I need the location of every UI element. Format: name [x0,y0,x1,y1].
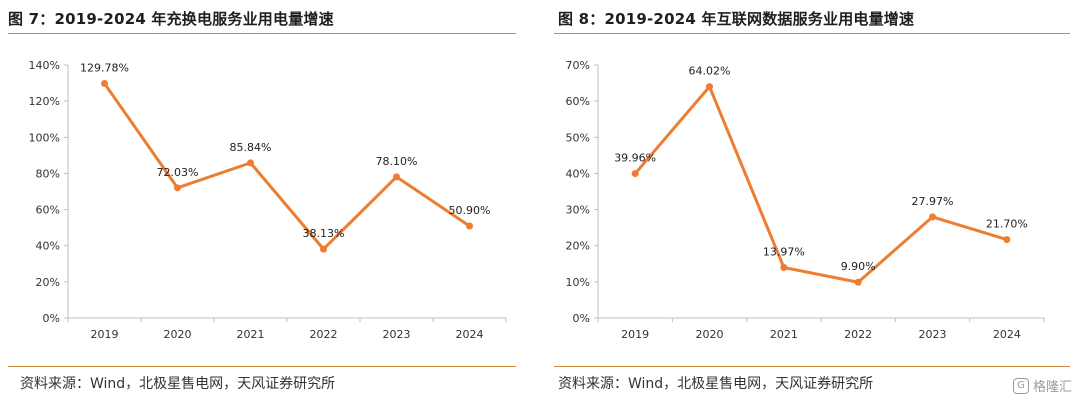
data-point [247,159,254,167]
x-tick-label: 2020 [696,328,724,341]
data-label: 21.70% [986,218,1028,231]
data-label: 38.13% [303,227,345,240]
y-tick-label: 0% [573,312,590,325]
data-point [854,278,862,286]
data-point [1003,236,1011,244]
line-chart-charging-service: 0% 20% 40% 60% 80% 100% 120% 140% 2019 2020 2021 20… [29,59,507,341]
watermark-text: 格隆汇 [1032,380,1072,395]
x-tick-label: 2019 [621,328,649,341]
data-label: 85.84% [230,141,272,154]
data-point [780,264,788,272]
y-tick-label: 10% [566,276,590,289]
data-label: 78.10% [376,155,418,168]
watermark: G 格隆汇 [1012,376,1072,395]
x-tick-label: 2021 [237,328,265,341]
source-divider [554,366,1070,367]
data-point [174,184,181,192]
title-divider [554,33,1070,34]
data-point [929,213,936,221]
data-label: 64.02% [689,65,731,78]
source-divider [8,366,516,367]
x-tick-label: 2023 [383,328,411,341]
x-tick-label: 2021 [770,328,798,341]
x-tick-label: 2022 [310,328,338,341]
line-chart-internet-data-service: 0% 10% 20% 30% 40% 50% 60% 70% 2019 2020 2021 2022 2… [566,59,1045,341]
y-tick-label: 60% [566,95,590,108]
y-tick-label: 0% [43,312,60,325]
series-line [103,82,471,251]
chart-source: 资料来源：Wind，北极星售电网，天风证券研究所 [558,376,874,392]
data-point [320,245,327,253]
x-tick-label: 2022 [844,328,872,341]
x-tick-label: 2019 [91,328,119,341]
chart-title: 图 7：2019-2024 年充换电服务业用电量增速 [8,10,334,28]
data-point [706,83,713,91]
y-tick-label: 120% [29,95,60,108]
chart-title: 图 8：2019-2024 年互联网数据服务业用电量增速 [558,10,915,28]
y-tick-label: 20% [566,240,590,253]
y-tick-label: 40% [36,240,60,253]
data-label: 39.96% [614,152,656,165]
glh-logo-icon: G [1012,377,1029,394]
data-label: 27.97% [912,195,954,208]
title-divider [8,33,516,34]
y-tick-label: 80% [36,167,60,180]
x-tick-label: 2020 [164,328,192,341]
data-point [101,79,108,87]
chart-panel-right: 图 8：2019-2024 年互联网数据服务业用电量增速 0% 10% 20% 30%… [540,0,1080,403]
y-tick-label: 100% [29,131,60,144]
x-tick-label: 2024 [456,328,484,341]
y-tick-label: 30% [566,204,590,217]
data-point [466,222,473,230]
data-label: 72.03% [157,166,199,179]
data-point [631,170,639,178]
y-tick-label: 70% [566,59,590,72]
y-tick-label: 140% [29,59,60,72]
data-label: 9.90% [841,260,876,273]
data-label: 50.90% [449,204,491,217]
chart-source: 资料来源：Wind，北极星售电网，天风证券研究所 [20,376,336,392]
y-tick-label: 60% [36,204,60,217]
data-point [393,173,400,181]
series-line [634,85,1008,284]
data-label: 129.78% [80,61,129,74]
y-tick-label: 20% [36,276,60,289]
y-tick-label: 50% [566,131,590,144]
x-tick-label: 2023 [919,328,947,341]
y-tick-label: 40% [566,167,590,180]
data-label: 13.97% [763,246,805,259]
x-tick-label: 2024 [993,328,1021,341]
chart-panel-left: 图 7：2019-2024 年充换电服务业用电量增速 0% 20% 40% 60% 80… [0,0,530,403]
